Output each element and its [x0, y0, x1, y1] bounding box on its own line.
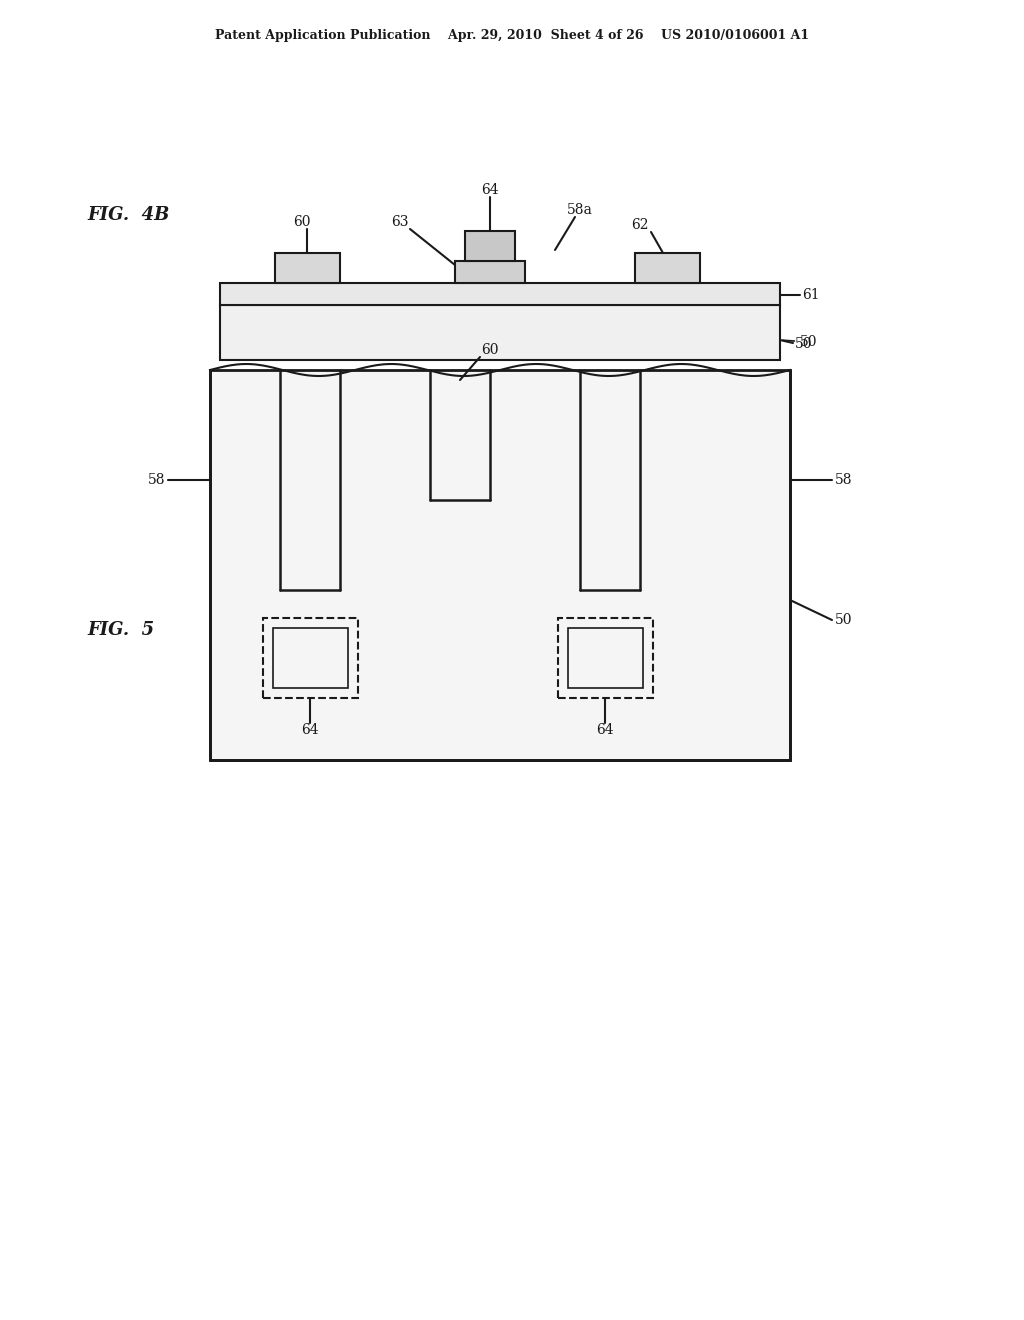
Bar [263, 618, 358, 698]
Text: 58a: 58a [567, 203, 593, 216]
Bar [635, 253, 700, 282]
Text: 60: 60 [293, 215, 310, 228]
Bar [465, 231, 515, 261]
Bar [273, 628, 348, 688]
Bar [220, 305, 780, 360]
Text: 61: 61 [802, 288, 819, 302]
Bar [558, 618, 653, 698]
Text: 64: 64 [301, 723, 318, 737]
Text: FIG.  5: FIG. 5 [87, 620, 155, 639]
Text: 50: 50 [795, 337, 812, 351]
Bar [275, 253, 340, 282]
Bar [210, 370, 790, 760]
Text: Patent Application Publication    Apr. 29, 2010  Sheet 4 of 26    US 2010/010600: Patent Application Publication Apr. 29, … [215, 29, 809, 41]
Text: 50: 50 [835, 612, 853, 627]
Text: 58: 58 [147, 473, 165, 487]
Text: 63: 63 [391, 215, 409, 228]
Text: 58: 58 [835, 473, 853, 487]
Text: 64: 64 [596, 723, 613, 737]
Bar [220, 282, 780, 305]
Text: 50: 50 [782, 335, 817, 348]
Text: 62: 62 [631, 218, 649, 232]
Text: 64: 64 [481, 183, 499, 197]
Text: FIG.  4B: FIG. 4B [87, 206, 169, 224]
Text: 60: 60 [481, 343, 499, 356]
Bar [455, 261, 525, 282]
Bar [568, 628, 643, 688]
